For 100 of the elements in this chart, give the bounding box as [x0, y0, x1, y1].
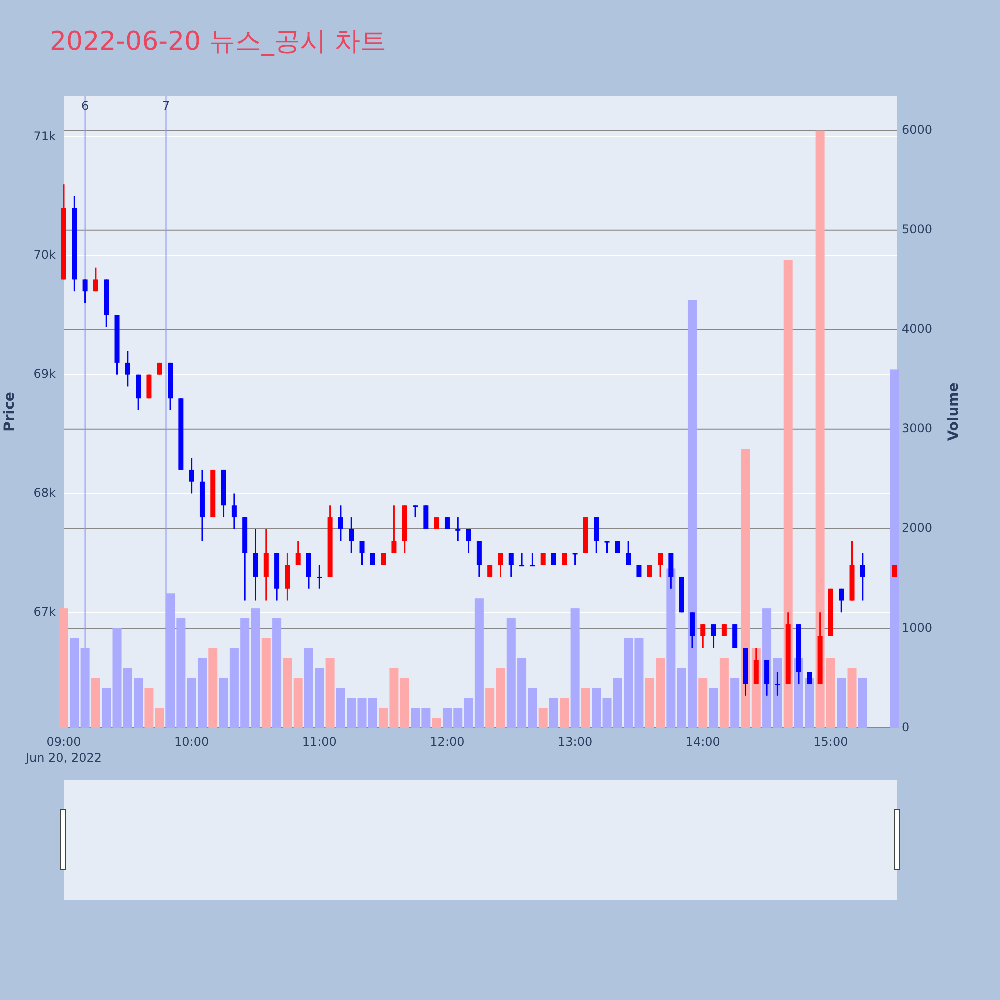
- candlestick: [775, 671, 780, 697]
- bar: [60, 608, 68, 728]
- candlestick: [508, 552, 514, 578]
- candlestick: [264, 528, 269, 602]
- candlestick: [413, 504, 418, 518]
- candlestick: [647, 564, 652, 578]
- y-tick-label: 69k: [34, 367, 56, 382]
- candlestick: [349, 516, 354, 554]
- bar: [709, 688, 718, 728]
- y2-tick-label: 3000: [902, 422, 933, 436]
- bar: [283, 658, 292, 728]
- candlestick: [668, 552, 674, 590]
- candlestick: [392, 504, 397, 554]
- candlestick: [189, 457, 194, 494]
- x-tick-label: 13:00: [558, 735, 593, 749]
- bar: [91, 678, 100, 728]
- bar: [784, 260, 793, 728]
- candlestick: [466, 528, 472, 554]
- bar: [592, 688, 602, 728]
- candlestick: [520, 552, 525, 567]
- y2-tick-label: 1000: [902, 620, 933, 635]
- y2-tick-label: 4000: [902, 322, 933, 336]
- candlestick: [498, 552, 504, 578]
- candlestick: [93, 267, 98, 292]
- bar: [848, 668, 857, 728]
- candlestick: [296, 540, 301, 566]
- candlestick: [626, 540, 632, 566]
- candlestick: [136, 374, 142, 412]
- candlestick: [732, 624, 738, 650]
- y-tick-label: 70k: [34, 248, 56, 262]
- bar: [581, 688, 590, 728]
- candlestick: [764, 659, 770, 697]
- candlestick: [285, 552, 290, 602]
- candlestick: [690, 612, 695, 650]
- bar: [570, 608, 580, 728]
- x-tick-label: 12:00: [430, 735, 465, 749]
- candlestick: [456, 516, 461, 542]
- candlestick: [232, 493, 237, 530]
- candlestick: [488, 564, 493, 578]
- candlestick: [860, 552, 866, 602]
- x-tick-label: 09:00 Jun 20, 2022: [24, 735, 102, 765]
- candlestick: [476, 540, 482, 578]
- candlestick: [636, 564, 642, 578]
- candlestick: [434, 516, 440, 530]
- x-tick-label: 11:00: [302, 735, 337, 749]
- bar: [80, 648, 90, 728]
- candlestick: [700, 624, 706, 650]
- chart-title: 2022-06-20 뉴스_공시 차트: [50, 27, 387, 57]
- y2-tick-label: 2000: [902, 521, 933, 536]
- y-tick-label: 71k: [34, 129, 56, 144]
- candlestick: [306, 552, 312, 590]
- bar: [102, 688, 112, 728]
- bar: [890, 370, 900, 728]
- ref-line-label: 7: [162, 98, 170, 113]
- bar: [70, 638, 80, 728]
- candlestick: [572, 552, 578, 566]
- candlestick: [317, 564, 322, 590]
- candlestick: [892, 564, 898, 578]
- bar: [730, 678, 740, 728]
- bar: [155, 708, 164, 728]
- candlestick: [125, 350, 130, 388]
- y-tick-label: 67k: [34, 604, 56, 619]
- candlestick: [530, 552, 536, 567]
- candlestick: [338, 504, 344, 542]
- x-tick-label: 15:00: [814, 735, 848, 749]
- y-axis-title: Price: [2, 392, 18, 432]
- y2-tick-label: 6000: [902, 123, 933, 138]
- candlestick: [658, 552, 664, 578]
- bar: [538, 708, 548, 728]
- candlestick: [839, 588, 844, 614]
- bar: [400, 678, 410, 728]
- bar: [262, 638, 271, 728]
- bar: [272, 618, 282, 728]
- y2-tick-label: 5000: [902, 222, 933, 237]
- candlestick: [360, 540, 365, 566]
- bar: [208, 648, 218, 728]
- bar: [432, 718, 442, 728]
- y-tick-label: 68k: [34, 486, 56, 500]
- bar: [698, 678, 708, 728]
- bar: [294, 678, 303, 728]
- x-tick-label: 10:00: [174, 735, 210, 749]
- candlestick: [424, 504, 429, 530]
- bar: [837, 678, 846, 728]
- bar: [720, 658, 729, 728]
- ref-line-label: 6: [81, 98, 90, 113]
- bar: [326, 658, 335, 728]
- candlestick: [444, 516, 450, 530]
- bar: [560, 698, 570, 728]
- bar: [550, 698, 558, 728]
- bar: [858, 678, 868, 728]
- candlestick: [711, 624, 716, 650]
- x-tick-label: 14:00: [686, 735, 720, 749]
- candlestick: [722, 624, 727, 638]
- candlestick: [253, 528, 258, 602]
- candlestick: [82, 278, 88, 304]
- y2-axis-title: Volume: [946, 382, 962, 442]
- bar: [741, 449, 750, 728]
- candlestick: [594, 516, 600, 554]
- candlestick: [754, 648, 759, 685]
- bar: [144, 688, 154, 728]
